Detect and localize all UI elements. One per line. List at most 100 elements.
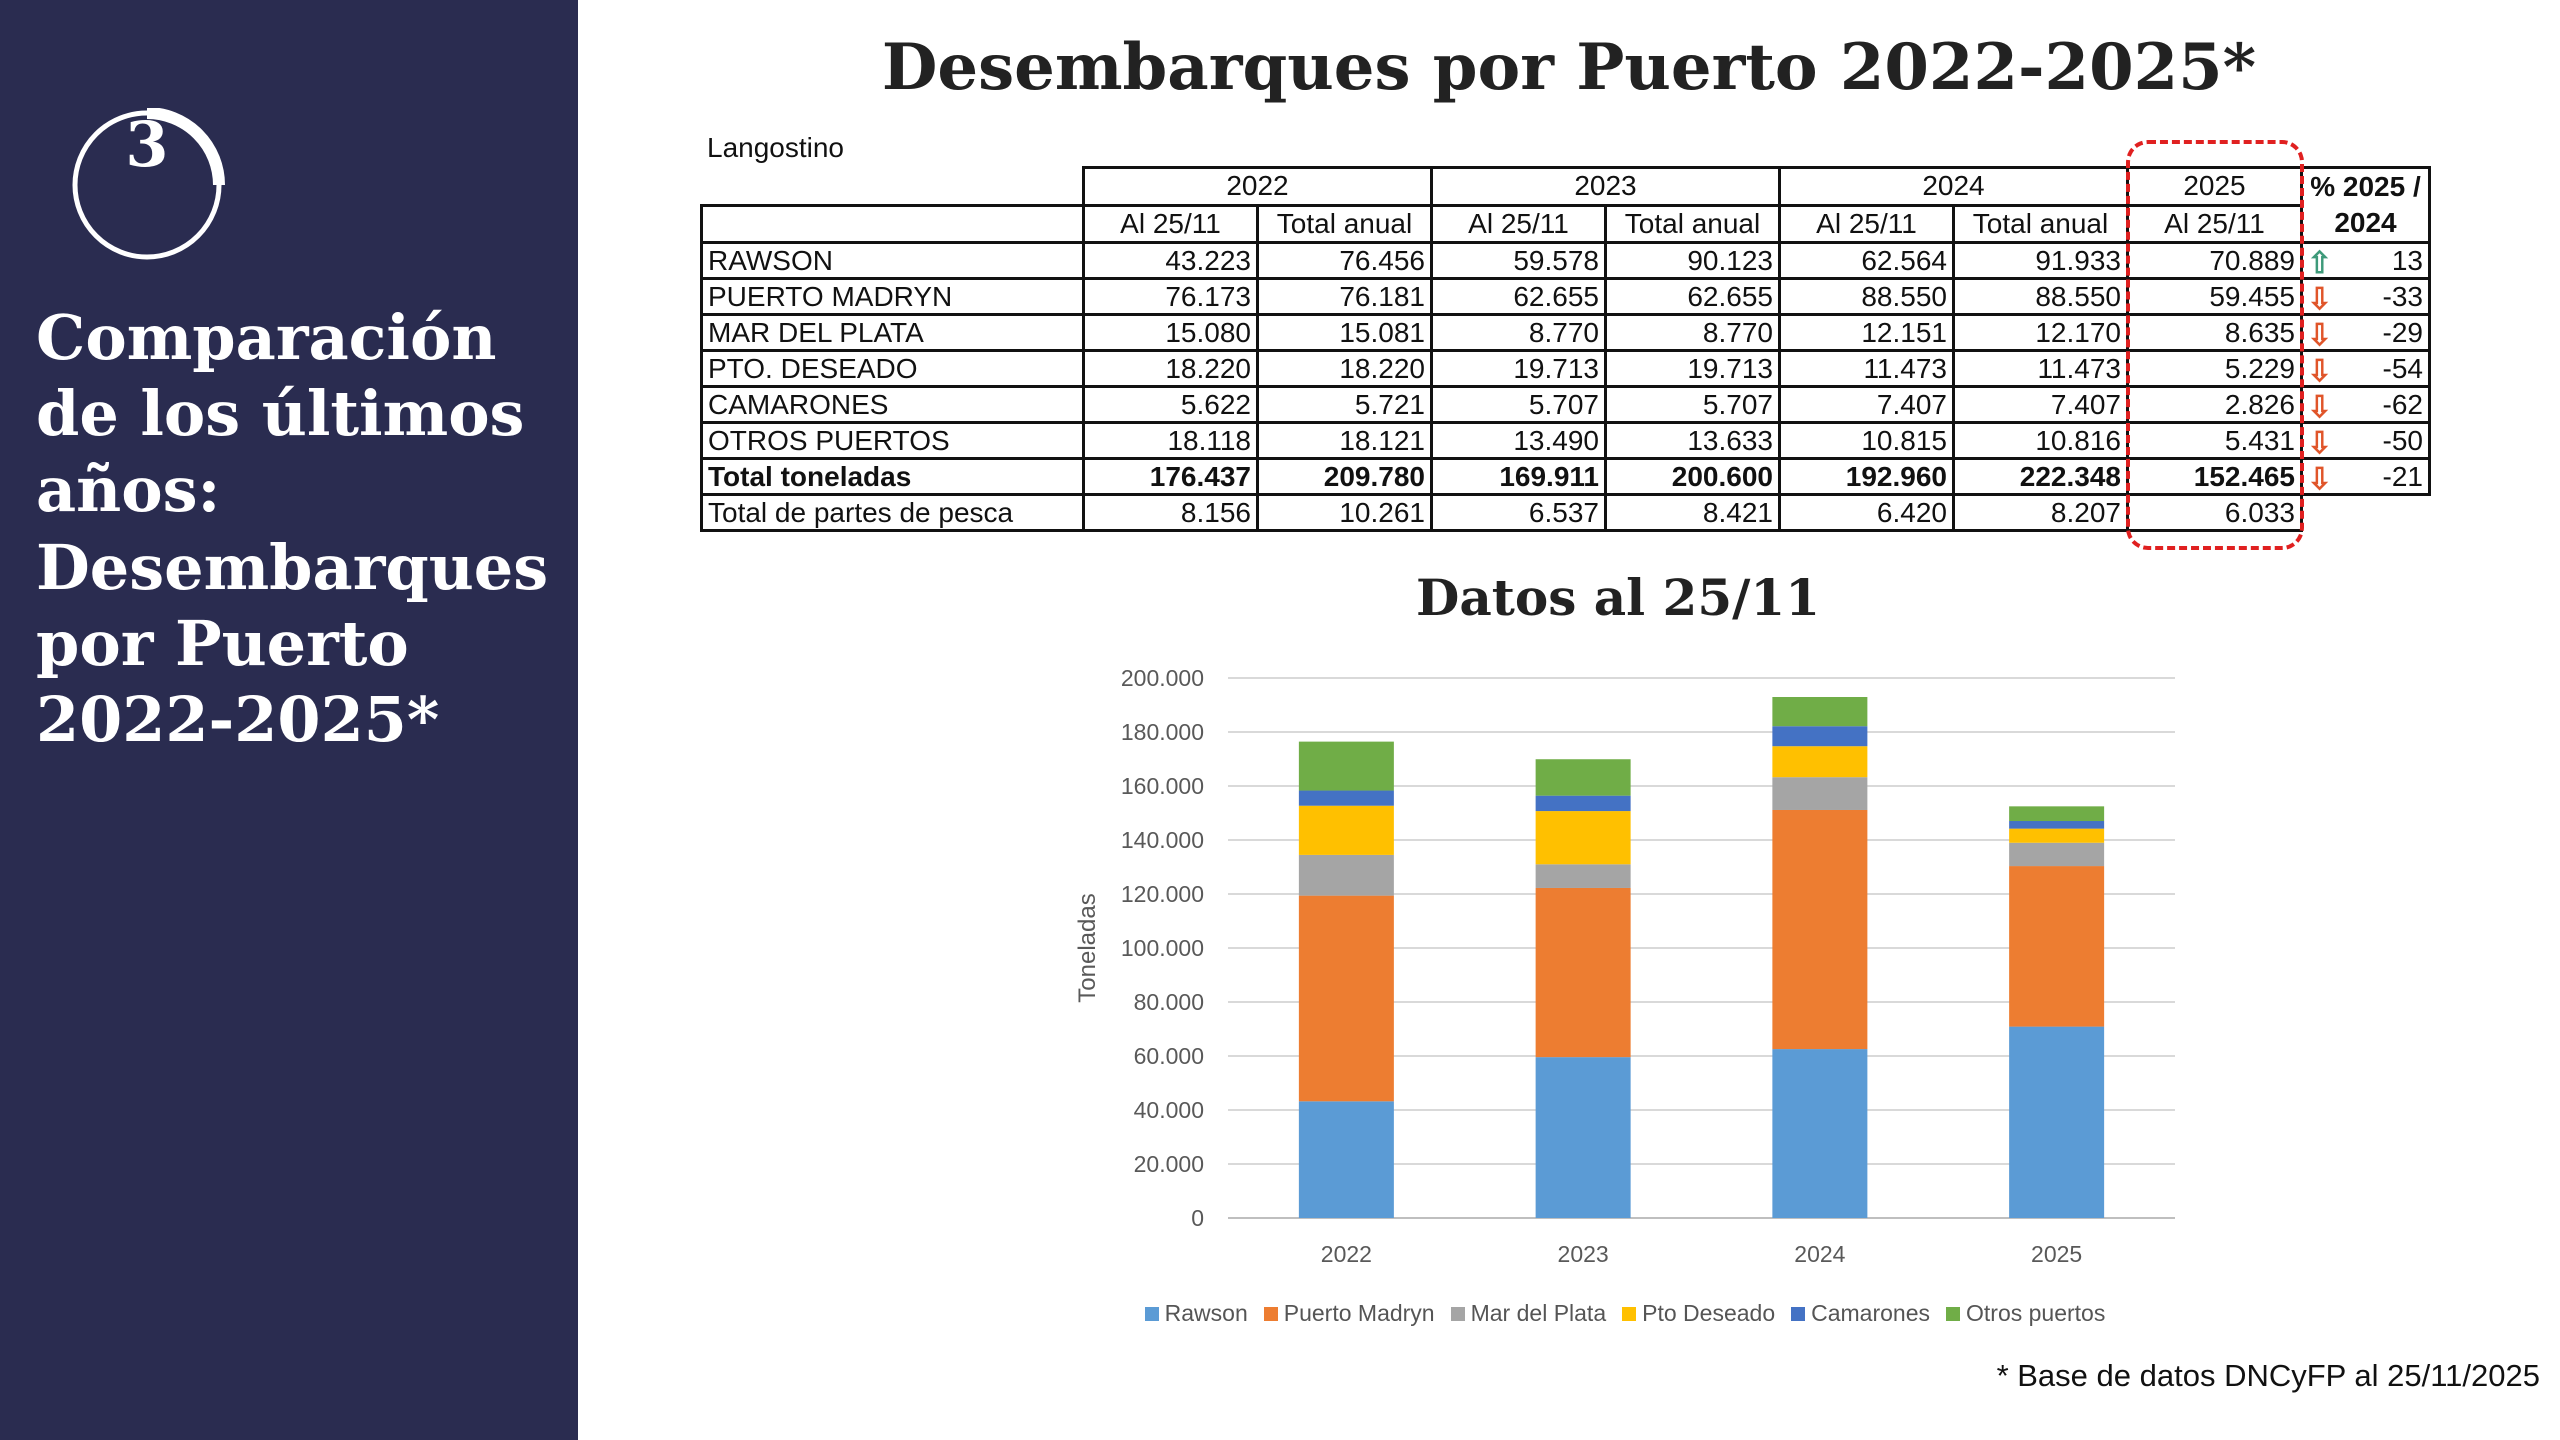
pct-cell: ⇩ -62	[2300, 385, 2431, 424]
arrow-down-icon: ⇩	[2307, 391, 2333, 423]
cell-value: 90.123	[1604, 241, 1781, 280]
cell-value: 5.622	[1082, 385, 1259, 424]
cell-value: 12.151	[1778, 313, 1955, 352]
y-tick-label: 200.000	[1121, 665, 1204, 691]
year-header: 2024	[1778, 166, 2129, 207]
y-tick-label: 100.000	[1121, 935, 1204, 961]
row-label: Total de partes de pesca	[700, 493, 1085, 532]
bar-segment-puerto-madryn	[1772, 809, 1868, 1050]
bar-segment-otros-puertos	[1772, 697, 1868, 727]
pct-value: -21	[2382, 460, 2423, 492]
legend-item: Mar del Plata	[1450, 1300, 1607, 1327]
legend-label: Mar del Plata	[1470, 1300, 1607, 1326]
landings-table: 2022 2023 2024 2025% 2025 / 2024 Al 25/11 Tot…	[700, 166, 2431, 532]
year-header: 2025	[2126, 166, 2303, 207]
cell-value: 6.537	[1430, 493, 1607, 532]
y-tick-label: 40.000	[1134, 1097, 1204, 1123]
cell-value: 18.220	[1082, 349, 1259, 388]
y-tick-label: 20.000	[1134, 1151, 1204, 1177]
cell-value: 62.564	[1778, 241, 1955, 280]
table-row: RAWSON 43.223 76.456 59.578 90.123 62.564 91.9…	[700, 241, 2431, 280]
legend-label: Otros puertos	[1966, 1300, 2106, 1326]
cell-value: 76.173	[1082, 277, 1259, 316]
sub-header: Al 25/11	[1778, 203, 1955, 244]
bar-segment-pto-deseado	[1298, 805, 1394, 855]
bar-segment-puerto-madryn	[1535, 887, 1631, 1058]
y-tick-label: 140.000	[1121, 827, 1204, 853]
step-circle-icon	[72, 108, 225, 260]
cell-value: 5.707	[1430, 385, 1607, 424]
sub-header: Total anual	[1256, 203, 1433, 244]
label-header	[700, 203, 1085, 244]
bar-segment-camarones	[1535, 795, 1631, 812]
bar-segment-pto-deseado	[2009, 828, 2105, 843]
cell-value: 5.431	[2126, 421, 2303, 460]
legend-item: Rawson	[1144, 1300, 1248, 1327]
cell-value: 91.933	[1952, 241, 2129, 280]
legend-swatch	[1450, 1307, 1465, 1321]
cell-value: 59.578	[1430, 241, 1607, 280]
sub-header: Al 25/11	[1082, 203, 1259, 244]
pct-cell: ⇩ -33	[2300, 277, 2431, 316]
cell-value: 11.473	[1778, 349, 1955, 388]
legend-item: Otros puertos	[1946, 1300, 2105, 1327]
pct-cell: ⇩ -21	[2300, 457, 2431, 496]
sub-header: Al 25/11	[2126, 203, 2303, 244]
cell-value: 11.473	[1952, 349, 2129, 388]
y-axis-label: Toneladas	[1074, 893, 1101, 1002]
cell-value: 62.655	[1430, 277, 1607, 316]
legend-item: Puerto Madryn	[1263, 1300, 1435, 1327]
cell-value: 8.770	[1604, 313, 1781, 352]
step-number: 3	[125, 108, 169, 181]
cell-value: 19.713	[1604, 349, 1781, 388]
table-row: PTO. DESEADO 18.220 18.220 19.713 19.713 11.4…	[700, 349, 2431, 388]
legend-label: Puerto Madryn	[1283, 1300, 1435, 1326]
table-row: OTROS PUERTOS 18.118 18.121 13.490 13.633 10.…	[700, 421, 2431, 460]
cell-value: 10.816	[1952, 421, 2129, 460]
pct-value: -50	[2382, 424, 2423, 456]
cell-value: 5.229	[2126, 349, 2303, 388]
cell-value: 18.121	[1256, 421, 1433, 460]
legend-swatch	[1791, 1307, 1806, 1321]
pct-value: -62	[2382, 388, 2423, 420]
cell-value: 18.220	[1256, 349, 1433, 388]
table-row: PUERTO MADRYN 76.173 76.181 62.655 62.655 88.…	[700, 277, 2431, 316]
bar-segment-mar-del-plata	[1772, 777, 1868, 810]
cell-value: 13.633	[1604, 421, 1781, 460]
bar-segment-camarones	[1298, 790, 1394, 806]
legend-swatch	[1263, 1307, 1278, 1321]
sidebar: 3 Comparación de los últimos años: Desem…	[0, 0, 578, 1440]
footnote: * Base de datos DNCyFP al 25/11/2025	[1996, 1358, 2540, 1393]
row-label: MAR DEL PLATA	[700, 313, 1085, 352]
cell-value: 70.889	[2126, 241, 2303, 280]
pct-cell: ⇩ -50	[2300, 421, 2431, 460]
y-tick-label: 160.000	[1121, 773, 1204, 799]
section-subtitle: Desembarques por Puerto 2022-2025*	[36, 531, 549, 756]
arrow-up-icon: ⇧	[2307, 247, 2333, 279]
y-tick-label: 120.000	[1121, 881, 1204, 907]
year-header: 2023	[1430, 166, 1781, 207]
arrow-down-icon: ⇩	[2307, 463, 2333, 495]
bar-segment-puerto-madryn	[2009, 866, 2105, 1027]
cell-value: 18.118	[1082, 421, 1259, 460]
row-label: CAMARONES	[700, 385, 1085, 424]
cell-value: 88.550	[1952, 277, 2129, 316]
legend-item: Pto Deseado	[1622, 1300, 1775, 1327]
species-label: Langostino	[707, 132, 845, 163]
cell-value: 88.550	[1778, 277, 1955, 316]
table-row: Total de partes de pesca 8.156 10.261 6.537…	[700, 493, 2430, 532]
bar-segment-mar-del-plata	[2009, 842, 2105, 867]
cell-value: 200.600	[1604, 457, 1781, 496]
cell-value: 15.081	[1256, 313, 1433, 352]
bar-segment-otros-puertos	[2009, 806, 2105, 822]
cell-value: 76.456	[1256, 241, 1433, 280]
cell-value: 15.080	[1082, 313, 1259, 352]
page-title: Desembarques por Puerto 2022-2025*	[881, 30, 2257, 105]
table-row: CAMARONES 5.622 5.721 5.707 5.707 7.407 7.407 2…	[700, 385, 2431, 424]
y-tick-label: 0	[1191, 1205, 1204, 1231]
row-label: RAWSON	[700, 241, 1085, 280]
cell-value: 8.421	[1604, 493, 1781, 532]
y-tick-label: 180.000	[1121, 719, 1204, 745]
bar-segment-rawson	[2009, 1026, 2105, 1218]
